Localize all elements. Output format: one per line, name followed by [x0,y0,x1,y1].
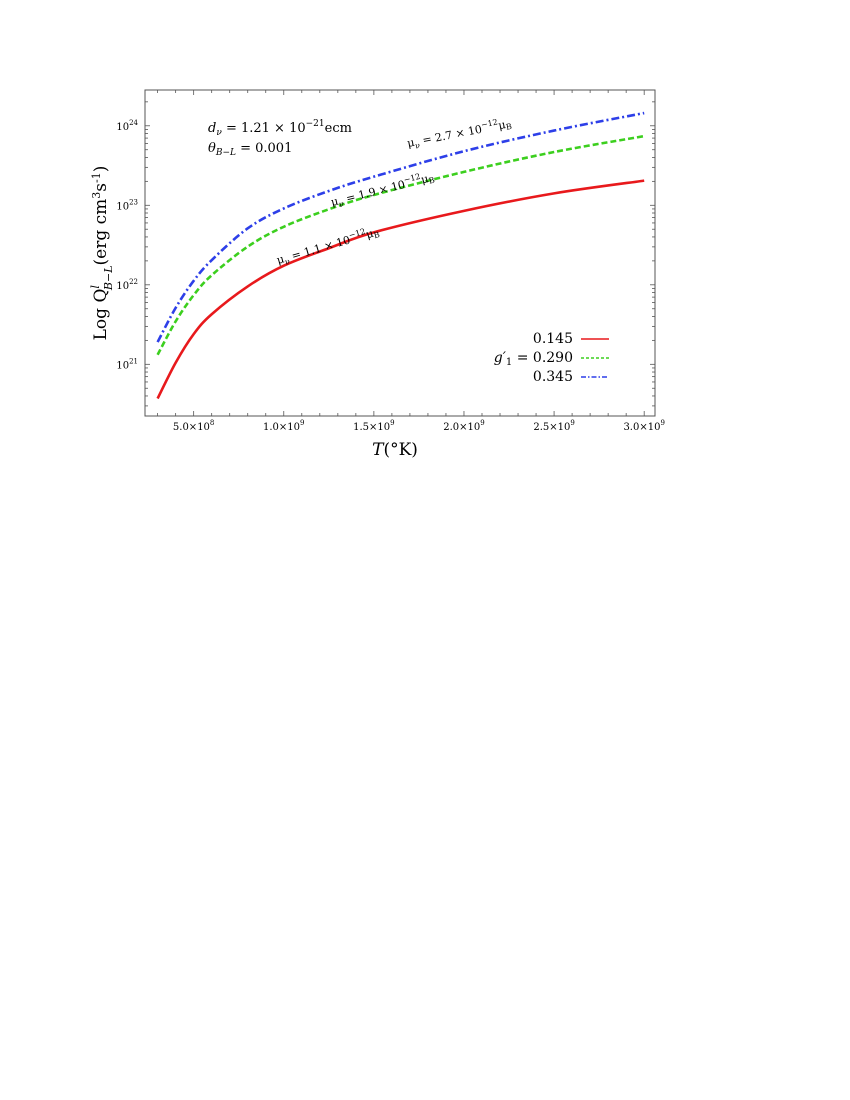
y-tick-label: 1023 [116,198,138,212]
series-layer [156,111,645,400]
series-line-2 [156,111,645,343]
x-tick-label: 1.5×109 [353,419,394,433]
param-d-annotation: dν = 1.21 × 10−21ecm [208,119,352,138]
legend-value-0: 0.145 [533,331,573,347]
curve-label-blue: μν = 2.7 × 10−12μB [406,115,513,152]
legend-value-2: 0.345 [533,369,573,385]
y-tick-labels: 1021 1022 1023 1024 [116,119,138,372]
x-tick-label: 5.0×108 [173,419,214,433]
x-tick-label: 1.0×109 [263,419,304,433]
curve-label-red: μν = 1.1 × 10−12μB [275,223,382,269]
y-axis-title: Log QlB−L(erg cm3s-1) [89,166,115,341]
x-tick-label: 2.5×109 [533,419,574,433]
series-line-0 [156,179,645,400]
x-axis-title: T(°K) [372,440,418,460]
series-line-1 [156,134,645,356]
plot-frame [144,89,656,417]
x-tick-labels: 5.0×108 1.0×109 1.5×109 2.0×109 2.5×109 3.0×1… [173,419,665,433]
y-tick-label: 1022 [116,278,138,292]
legend: 0.145 g′1 = 0.290 0.345 [494,331,609,385]
y-tick-label: 1024 [116,119,138,133]
x-tick-label: 3.0×109 [623,419,664,433]
param-theta-annotation: θB−L = 0.001 [208,141,292,158]
y-tick-label: 1021 [116,357,138,371]
tick-marks [145,90,655,416]
x-tick-label: 2.0×109 [443,419,484,433]
legend-title-row: g′1 = 0.290 [494,350,573,368]
